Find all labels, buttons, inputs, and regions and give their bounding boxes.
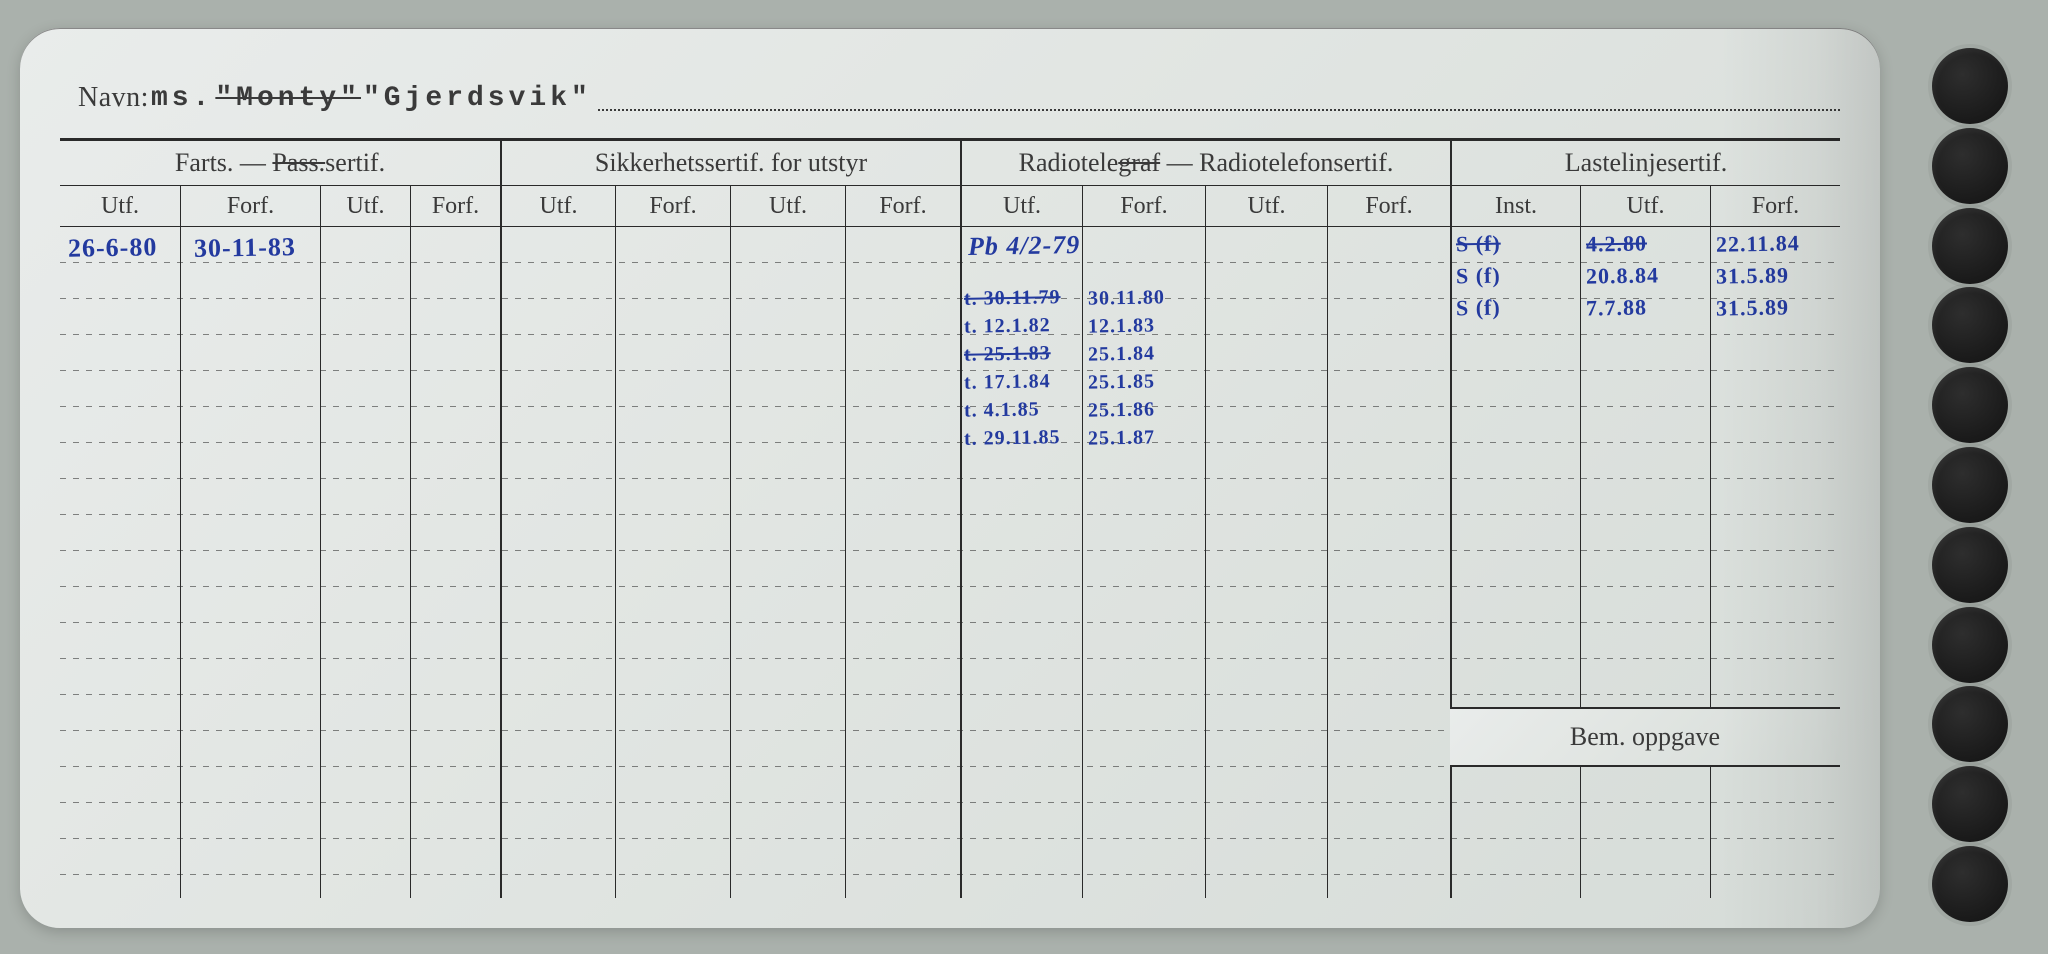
radio-r4-forf: 25.1.86 xyxy=(1088,398,1155,422)
radio-r2-forf: 25.1.84 xyxy=(1088,342,1155,366)
radio-r2-utf: t. 25.1.83 xyxy=(964,342,1051,367)
sikk-sub-2: Utf. xyxy=(730,185,845,227)
farts-forf1: 30-11-83 xyxy=(194,232,296,264)
farts-sub-2: Utf. xyxy=(320,185,410,227)
section-radio: Radiotelegraf — Radiotelefonsertif. xyxy=(960,141,1450,185)
radio-title-post: — Radiotelefonsertif. xyxy=(1160,148,1393,177)
laste-r2-inst: S (f) xyxy=(1456,295,1501,322)
hole xyxy=(1932,128,2008,204)
farts-title-post: sertif. xyxy=(325,148,385,177)
form-table: Farts. — Pass.sertif. Sikkerhetssertif. … xyxy=(60,138,1840,898)
section-farts: Farts. — Pass.sertif. xyxy=(60,141,500,185)
radio-r3-utf: t. 17.1.84 xyxy=(964,370,1051,395)
hole xyxy=(1932,766,2008,842)
section-sikkerhet: Sikkerhetssertif. for utstyr xyxy=(500,141,960,185)
laste-r2-utf: 7.7.88 xyxy=(1586,294,1647,321)
subheader-row: Utf. Forf. Utf. Forf. Utf. Forf. Utf. Fo… xyxy=(60,185,1840,227)
hole xyxy=(1932,48,2008,124)
radio-r0-forf: 30.11.80 xyxy=(1088,286,1165,310)
laste-r2-forf: 31.5.89 xyxy=(1716,294,1789,321)
radio-sub-2: Utf. xyxy=(1205,185,1327,227)
hole xyxy=(1932,208,2008,284)
radio-r1-utf: t. 12.1.82 xyxy=(964,314,1051,339)
hole xyxy=(1932,686,2008,762)
radio-sub-0: Utf. xyxy=(960,185,1082,227)
laste-r1-inst: S (f) xyxy=(1456,263,1501,290)
navn-row: Navn: ms. "Monty" "Gjerdsvik" xyxy=(78,74,1840,114)
laste-sub-1: Utf. xyxy=(1580,185,1710,227)
navn-label: Navn: xyxy=(78,82,149,114)
laste-r0-inst: S (f) xyxy=(1456,231,1501,258)
section-laste: Lastelinjesertif. xyxy=(1450,141,1840,185)
hole xyxy=(1932,287,2008,363)
laste-r1-utf: 20.8.84 xyxy=(1586,262,1659,289)
radio-r5-forf: 25.1.87 xyxy=(1088,426,1155,450)
farts-title-pre: Farts. — xyxy=(175,148,273,177)
navn-struck: "Monty" xyxy=(215,83,361,114)
sikk-sub-3: Forf. xyxy=(845,185,960,227)
navn-prefix: ms. xyxy=(151,83,213,114)
farts-utf1: 26-6-80 xyxy=(68,232,158,264)
radio-sub-3: Forf. xyxy=(1327,185,1450,227)
scan-background: Navn: ms. "Monty" "Gjerdsvik" Farts. — P… xyxy=(0,0,2048,954)
radio-r5-utf: t. 29.11.85 xyxy=(964,426,1061,451)
hole xyxy=(1932,447,2008,523)
table-body: Bem. oppgave 26-6-80 30-11-83 Pb 4/2-79 … xyxy=(60,227,1840,898)
radio-r0-utf: t. 30.11.79 xyxy=(964,286,1061,311)
laste-r1-forf: 31.5.89 xyxy=(1716,262,1789,289)
laste-r0-utf: 4.2.80 xyxy=(1586,230,1647,257)
radio-r1-forf: 12.1.83 xyxy=(1088,314,1155,338)
radio-sub-1: Forf. xyxy=(1082,185,1205,227)
radio-title-struck: graf xyxy=(1118,148,1160,177)
vertical-rules xyxy=(60,227,1840,898)
laste-r0-forf: 22.11.84 xyxy=(1716,230,1800,257)
bem-oppgave-box: Bem. oppgave xyxy=(1450,707,1840,767)
farts-sub-0: Utf. xyxy=(60,185,180,227)
sikk-sub-1: Forf. xyxy=(615,185,730,227)
farts-sub-1: Forf. xyxy=(180,185,320,227)
navn-rule xyxy=(598,109,1840,111)
hole xyxy=(1932,367,2008,443)
radio-r3-forf: 25.1.85 xyxy=(1088,370,1155,394)
sikk-sub-0: Utf. xyxy=(500,185,615,227)
farts-title-struck: Pass. xyxy=(272,148,325,177)
bem-oppgave-label: Bem. oppgave xyxy=(1570,722,1720,752)
binder-holes xyxy=(1932,48,2012,922)
hole xyxy=(1932,607,2008,683)
navn-name: "Gjerdsvik" xyxy=(363,83,592,114)
record-card: Navn: ms. "Monty" "Gjerdsvik" Farts. — P… xyxy=(20,28,1880,928)
radio-title-pre: Radiotele xyxy=(1019,148,1119,177)
laste-sub-0: Inst. xyxy=(1450,185,1580,227)
section-header-row: Farts. — Pass.sertif. Sikkerhetssertif. … xyxy=(60,141,1840,185)
hole xyxy=(1932,846,2008,922)
farts-sub-3: Forf. xyxy=(410,185,500,227)
radio-first-utf: Pb 4/2-79 xyxy=(968,230,1081,262)
hole xyxy=(1932,527,2008,603)
radio-r4-utf: t. 4.1.85 xyxy=(964,398,1040,422)
laste-sub-2: Forf. xyxy=(1710,185,1840,227)
